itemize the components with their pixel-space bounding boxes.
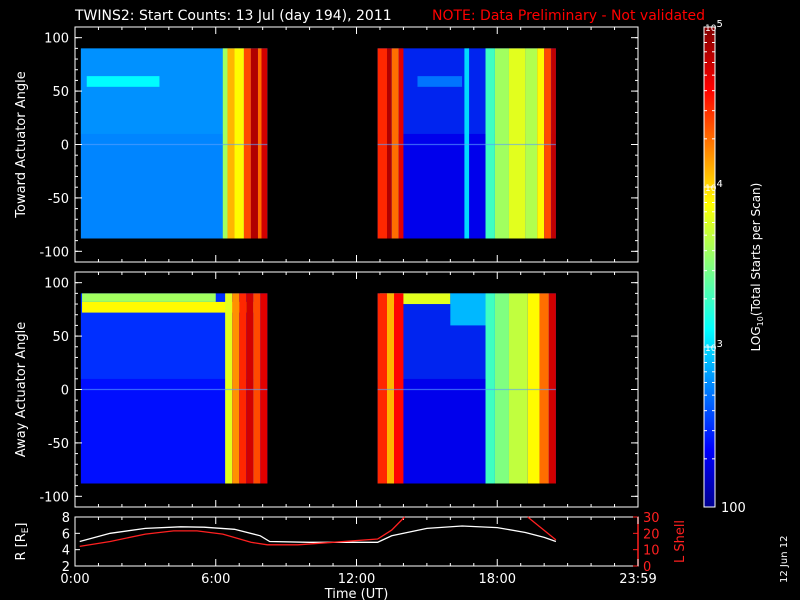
side-date: 12 Jun 12 [779, 536, 790, 583]
heatmap-column [260, 293, 268, 484]
heatmap-column [508, 48, 526, 239]
heatmap-column [225, 293, 233, 484]
lshell-tick-label: 30 [643, 511, 660, 526]
lshell-series-line [79, 516, 406, 548]
y-tick-label: -50 [48, 437, 69, 452]
y-tick-label: 100 [44, 32, 69, 47]
colorbar-gradient [704, 27, 715, 507]
x-tick-label: 18:00 [479, 572, 516, 587]
x-tick-label: 23:59 [619, 572, 656, 587]
r-label-end: ] [14, 522, 29, 527]
x-tick-label: 0:00 [60, 572, 89, 587]
heatmap-column [232, 293, 240, 484]
heatmap-column [239, 293, 247, 484]
y-tick-label: 50 [52, 85, 69, 100]
y-axis-label: Away Actuator Angle [14, 322, 29, 457]
heatmap-column [527, 293, 540, 484]
colorbar-tick-label: 103 [705, 339, 723, 354]
heatmap-column [253, 293, 261, 484]
colorbar-label-sub: 10 [756, 316, 765, 326]
heatmap-column [485, 293, 495, 484]
heatmap-column [551, 48, 556, 239]
x-tick-label: 12:00 [338, 572, 375, 587]
heatmap-column [222, 48, 228, 239]
r-series-line [79, 525, 557, 543]
y-axis-label: Toward Actuator Angle [14, 71, 29, 218]
heatmap-column [494, 48, 509, 239]
heatmap-column [494, 293, 509, 484]
r-label-sub: E [21, 527, 31, 533]
heatmap-column [377, 293, 387, 484]
preliminary-note: NOTE: Data Preliminary - Not validated [432, 8, 705, 24]
heatmap-column [386, 48, 392, 239]
heatmap-band [86, 76, 160, 87]
heatmap-band [82, 301, 254, 313]
colorbar-tick-label: 100 [721, 501, 746, 516]
colorbar-tick-base: 10 [705, 344, 717, 354]
heatmap-band [450, 293, 486, 326]
colorbar-label-log: LOG [749, 326, 763, 351]
y-tick-label: 4 [62, 544, 70, 559]
heatmap-band [82, 293, 216, 302]
r-label-main: R [R [14, 533, 29, 560]
ephemeris-frame [74, 516, 639, 567]
away-angle-panel: 100 50 0 -50 -100 Away Actuator Angle [14, 271, 639, 508]
heatmap-column [391, 48, 399, 239]
heatmap-column [261, 48, 268, 239]
colorbar-tick-exp: 5 [716, 19, 722, 30]
y-tick-label: -100 [39, 245, 69, 260]
lshell-tick-label: 20 [643, 527, 660, 542]
colorbar-tick-label: 104 [705, 179, 723, 194]
r-axis-label: R [RE] [14, 522, 31, 560]
colorbar-tick-label: 105 [705, 19, 723, 34]
lshell-tick-label: 0 [643, 560, 651, 575]
x-axis-label: Time (UT) [324, 587, 389, 600]
heatmap-column [250, 48, 258, 239]
toward-angle-panel: 100 50 0 -50 -100 Toward Actuator Angle [14, 26, 639, 263]
heatmap-column [243, 48, 251, 239]
y-tick-label: 0 [61, 384, 69, 399]
colorbar-label: LOG10(Total Starts per Scan) [749, 183, 765, 352]
colorbar-tick-base: 10 [705, 184, 717, 194]
heatmap-column [257, 48, 262, 239]
y-tick-label: 2 [62, 560, 70, 575]
y-tick-label: 6 [62, 527, 70, 542]
y-tick-label: -50 [48, 192, 69, 207]
y-tick-label: -100 [39, 490, 69, 505]
heatmap-column [548, 293, 556, 484]
heatmap-column [539, 293, 549, 484]
heatmap-column [525, 48, 538, 239]
heatmap-column [537, 48, 545, 239]
colorbar-tick-exp: 4 [716, 179, 722, 190]
colorbar-tick-base: 10 [705, 24, 717, 34]
heatmap-column [386, 293, 395, 484]
y-tick-label: 100 [44, 277, 69, 292]
heatmap-column [227, 48, 235, 239]
heatmap-column [377, 48, 387, 239]
x-tick-label: 6:00 [201, 572, 230, 587]
heatmap-column [508, 293, 528, 484]
heatmap-column [394, 293, 404, 484]
colorbar-label-rest: (Total Starts per Scan) [749, 183, 763, 317]
y-tick-label: 0 [61, 139, 69, 154]
lshell-axis-label: L Shell [673, 520, 688, 563]
heatmap-column [246, 293, 254, 484]
heatmap-column [398, 48, 404, 239]
lshell-tick-label: 10 [643, 544, 660, 559]
lshell-series-line [527, 516, 557, 541]
heatmap-band [417, 76, 463, 87]
heatmap-column [464, 48, 470, 239]
y-tick-label: 50 [52, 330, 69, 345]
heatmap-column [544, 48, 552, 239]
heatmap-column [485, 48, 495, 239]
heatmap-column [234, 48, 244, 239]
colorbar-tick-exp: 3 [716, 339, 722, 350]
chart-title: TWINS2: Start Counts: 13 Jul (day 194), … [74, 8, 392, 24]
heatmap-band [379, 293, 451, 305]
y-tick-label: 8 [62, 511, 70, 526]
